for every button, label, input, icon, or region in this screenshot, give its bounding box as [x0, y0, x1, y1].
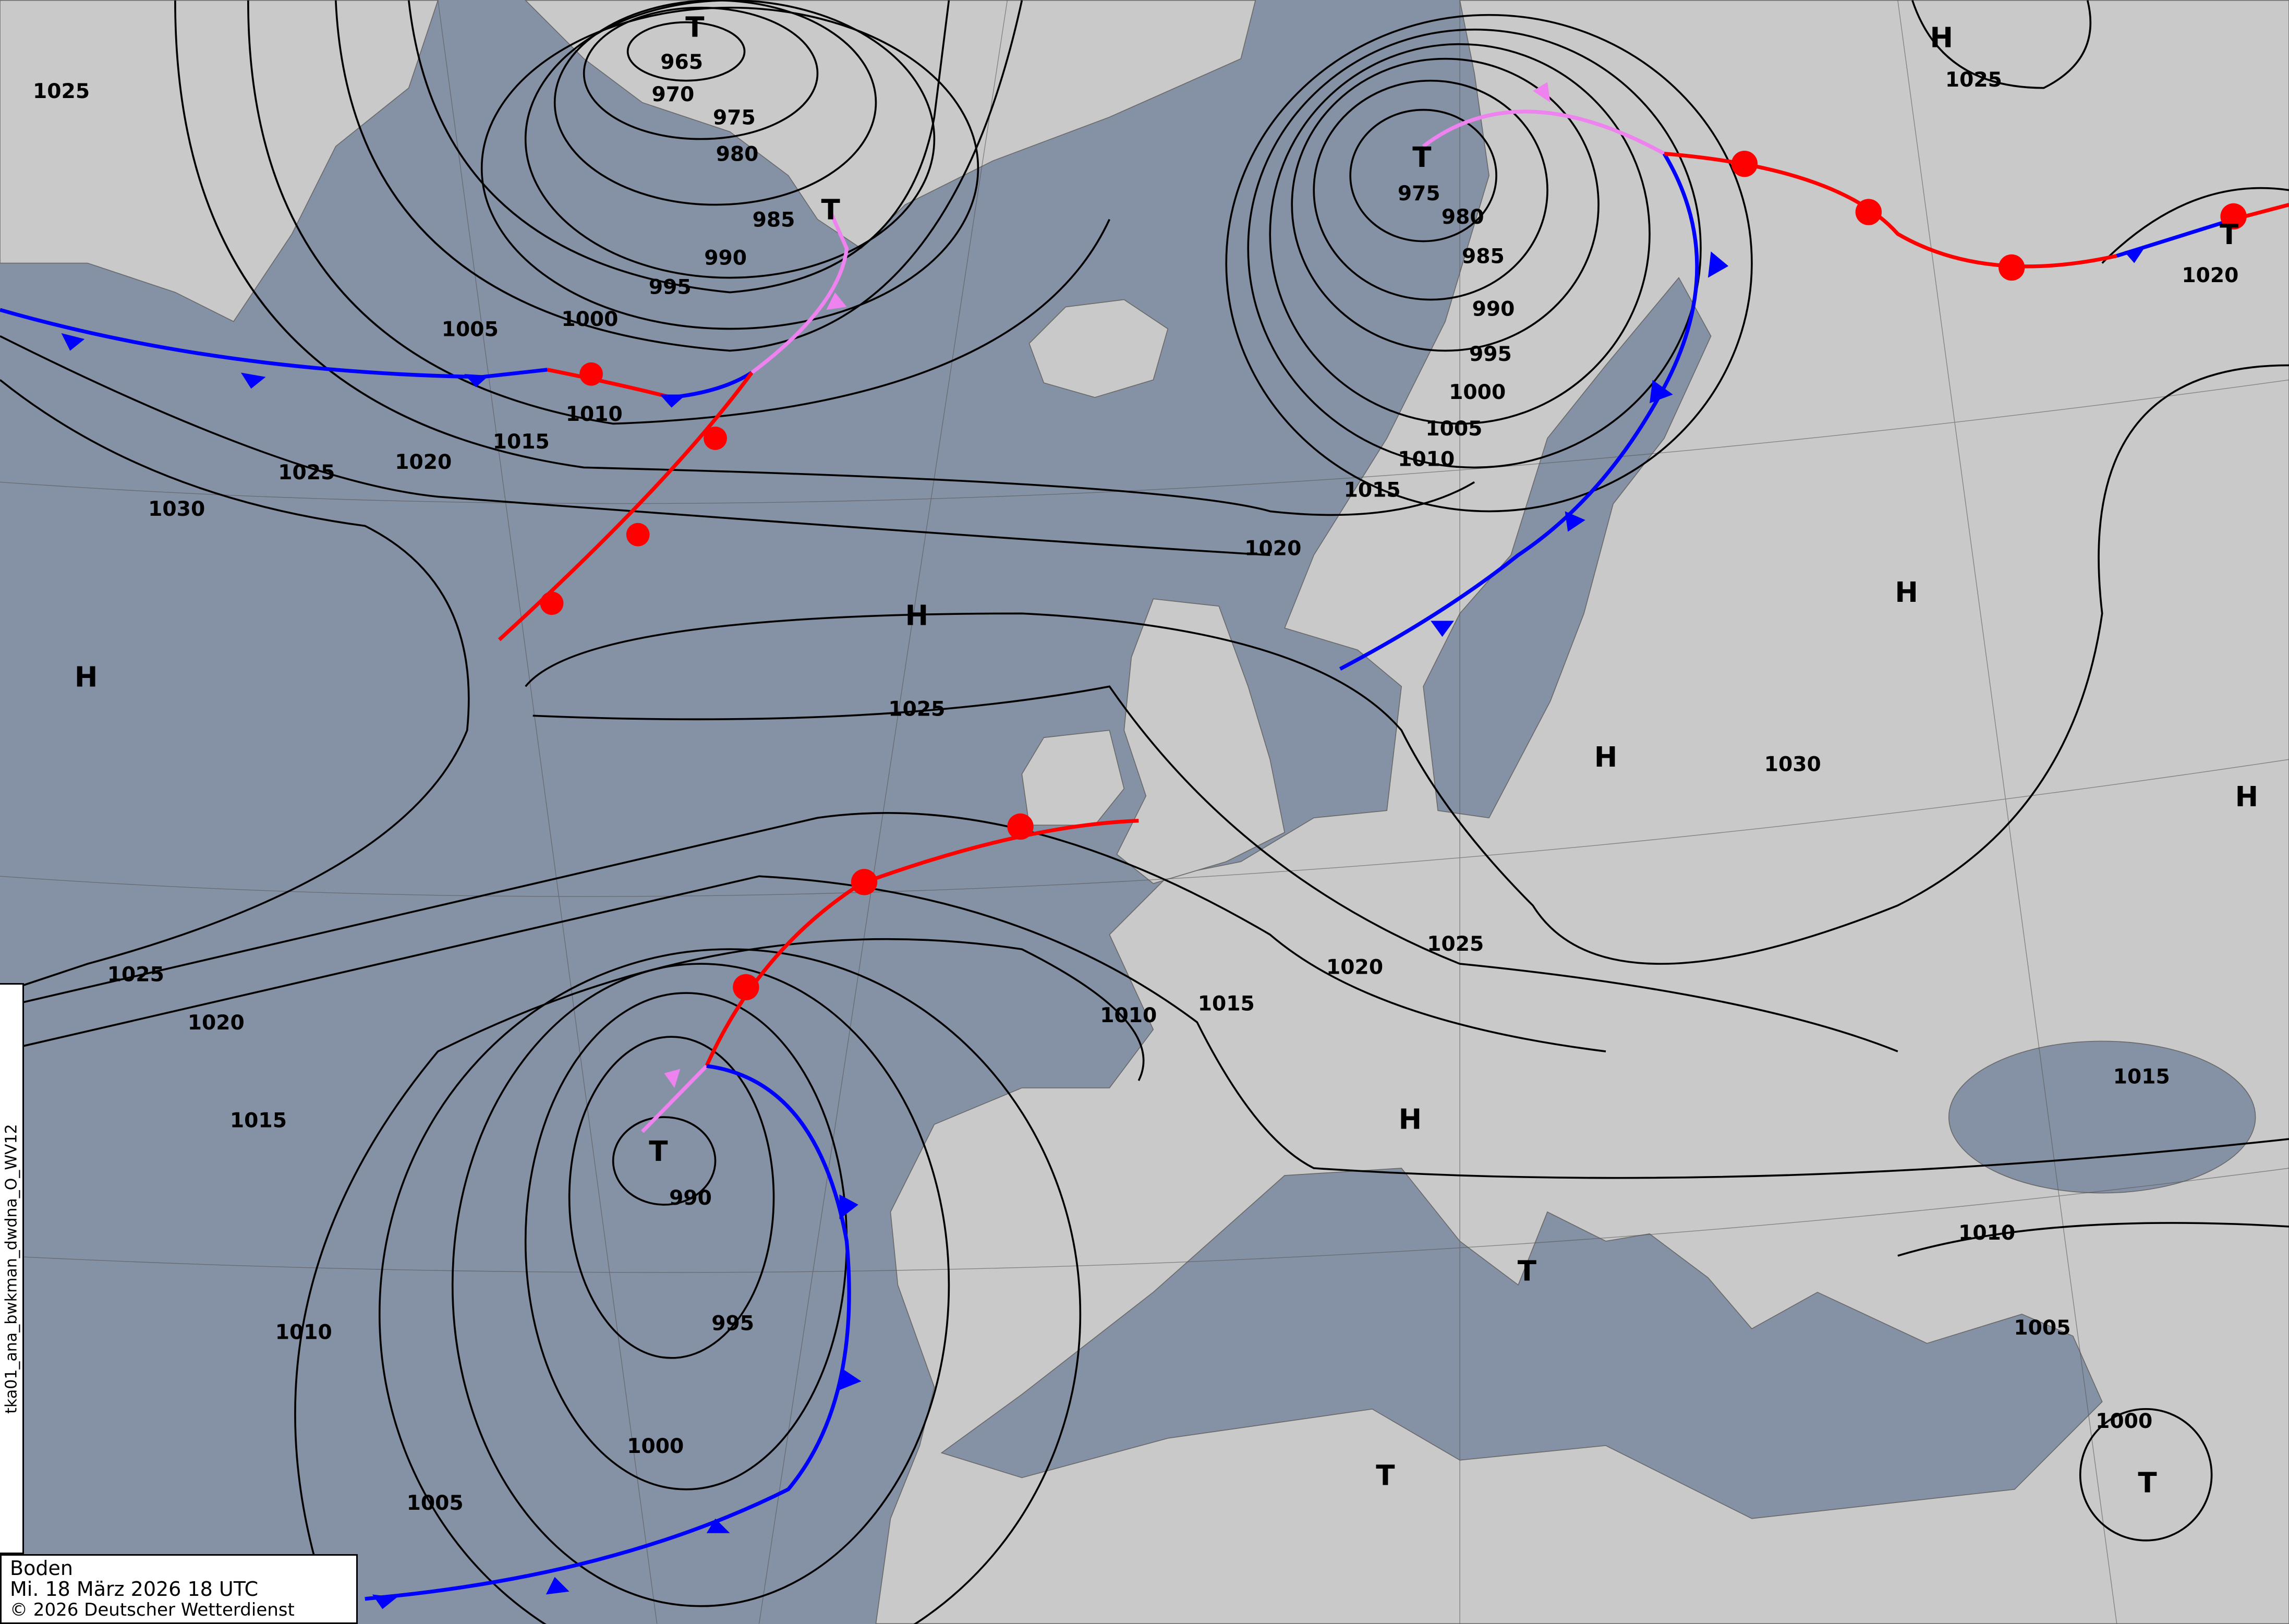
high-pressure-center: H: [1594, 741, 1618, 773]
isobar-label: 1025: [33, 80, 90, 103]
iceland-land: [1028, 299, 1169, 398]
valid-time: Mi. 18 März 2026 18 UTC: [10, 1578, 259, 1601]
high-pressure-center: H: [75, 661, 98, 693]
occlusion: [641, 1064, 708, 1133]
isobar-label: 995: [711, 1312, 754, 1336]
low-pressure-center: T: [685, 11, 704, 44]
occlusion: [750, 211, 849, 374]
low-pressure-center: T: [649, 1135, 668, 1168]
cold-front: [1339, 152, 1699, 671]
isobar-label: 1005: [442, 318, 499, 341]
isobar-label: 1005: [1425, 417, 1482, 441]
isobar-label: 1005: [2014, 1316, 2070, 1340]
canada-islands-land: [0, 0, 439, 322]
isobar-label: 1020: [1244, 537, 1301, 560]
isobar-label: 1000: [1449, 381, 1506, 404]
isobar-label: 1010: [1958, 1221, 2015, 1245]
cold-front: [365, 1064, 851, 1601]
isobar-label: 1010: [566, 403, 623, 426]
isobar-label: 1010: [1100, 1004, 1157, 1027]
warm-front: [1664, 151, 2117, 269]
copyright: © 2026 Deutscher Wetterdienst: [10, 1599, 295, 1620]
warm-front: [547, 368, 672, 399]
low-pressure-center: T: [2138, 1467, 2157, 1499]
isobar-label: 1000: [627, 1435, 684, 1458]
isobar-label: 1000: [561, 308, 618, 331]
isobar-label: 1030: [1764, 753, 1821, 777]
high-pressure-center: H: [2235, 781, 2259, 813]
warm-front: [705, 819, 1139, 1067]
isobar-label: 1005: [407, 1492, 464, 1515]
map-legend: Boden Mi. 18 März 2026 18 UTC © 2026 Deu…: [0, 1554, 358, 1624]
isobar-label: 975: [1398, 182, 1440, 205]
isobar-label: 1030: [148, 498, 205, 521]
isobar-label: 980: [716, 143, 759, 166]
high-pressure-center: H: [1895, 576, 1918, 609]
occlusion: [1422, 110, 1665, 155]
isobar-label: 1015: [1344, 478, 1401, 502]
isobar-label: 980: [1442, 205, 1484, 229]
isobar-label: 990: [704, 246, 747, 270]
isobar-label: 1020: [2182, 264, 2238, 287]
isobar-label: 1000: [2096, 1410, 2152, 1433]
low-pressure-center: T: [2220, 219, 2238, 251]
isobar-label: 1025: [107, 963, 164, 987]
fronts: [0, 110, 2289, 1601]
isobar-label: 990: [669, 1186, 712, 1210]
high-pressure-center: H: [1930, 21, 1954, 54]
cold-front: [671, 371, 753, 399]
low-pressure-center: T: [1376, 1459, 1395, 1492]
low-pressure-center: T: [1518, 1255, 1536, 1288]
pressure-centers: T T T H T H H H H H H T T T T: [75, 11, 2258, 1499]
level-label: Boden: [10, 1557, 73, 1580]
isobar-label: 970: [651, 83, 694, 106]
isobar-label: 965: [660, 51, 703, 74]
greenland-land: [524, 0, 1256, 249]
ireland-land: [1021, 730, 1125, 826]
isobar-label: 1025: [278, 461, 335, 484]
low-pressure-center: T: [1412, 141, 1431, 174]
front-symbols: [61, 82, 2247, 1609]
britain-land: [1116, 598, 1286, 884]
isobar-labels: 9659709759809859909951000100510101015102…: [33, 51, 2238, 1515]
isobar-label: 1020: [1326, 956, 1383, 979]
isobar-label: 985: [753, 209, 795, 232]
water-layer: [940, 277, 2256, 1519]
isobar-label: 1015: [1198, 992, 1255, 1016]
low-pressure-center: T: [821, 194, 840, 226]
isobar-label: 975: [713, 106, 756, 130]
isobar-label: 985: [1462, 245, 1505, 269]
isobar-label: 1020: [188, 1011, 245, 1035]
isobar-label: 1010: [275, 1320, 332, 1344]
isobar-label: 990: [1472, 297, 1515, 321]
isobar-label: 1020: [395, 451, 452, 474]
isobar-label: 1010: [1398, 448, 1455, 471]
isobar-label: 1015: [493, 430, 550, 454]
product-id-panel: tka01_ana_bwkman_dwdna_O_WV12: [0, 983, 24, 1554]
isobar-label: 995: [1469, 343, 1512, 366]
high-pressure-center: H: [1399, 1103, 1422, 1135]
isobar-label: 1025: [1945, 68, 2002, 92]
baltic-sea: [1423, 277, 1712, 819]
warm-front: [498, 371, 754, 641]
isobar-label: 1015: [230, 1109, 287, 1133]
high-pressure-center: H: [905, 600, 929, 632]
cold-front: [0, 308, 548, 379]
isobar-label: 995: [649, 275, 692, 299]
isobar-label: 1025: [1427, 932, 1484, 956]
product-id: tka01_ana_bwkman_dwdna_O_WV12: [2, 1123, 20, 1414]
black-sea: [1948, 1040, 2256, 1194]
isobar-label: 1015: [2113, 1065, 2170, 1089]
isobar-label: 1025: [888, 697, 945, 721]
